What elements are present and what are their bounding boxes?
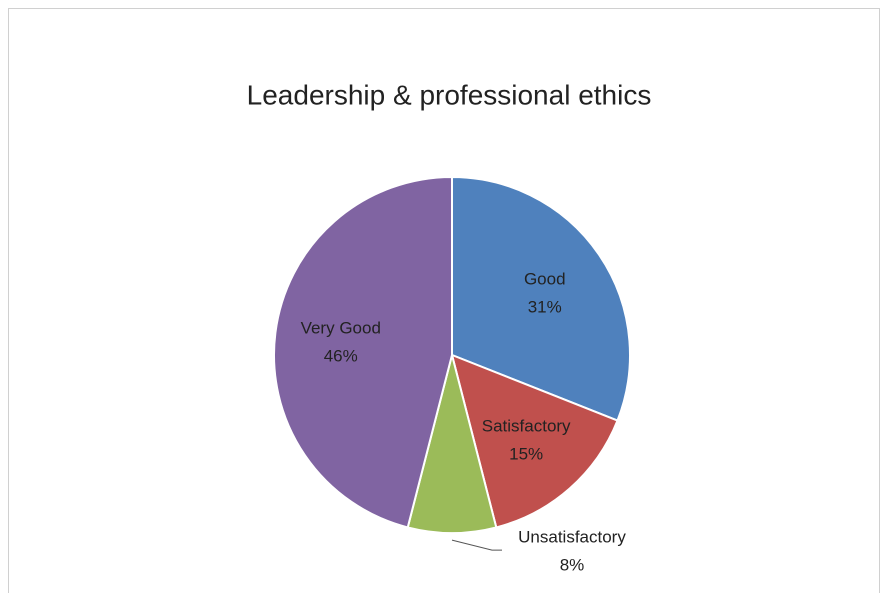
pie-slice	[406, 354, 498, 534]
slice-value-label: 8%	[560, 556, 585, 575]
chart-title: Leadership & professional ethics	[247, 79, 652, 110]
slice-value-label: 15%	[509, 445, 543, 464]
slice-label: Very Good	[301, 318, 381, 337]
slice-value-label: 31%	[528, 297, 562, 316]
slice-label: Good	[524, 269, 566, 288]
pie-slice	[450, 353, 619, 529]
pie-slice	[273, 175, 453, 529]
slice-label: Satisfactory	[482, 417, 571, 436]
slice-label: Unsatisfactory	[518, 528, 626, 547]
slice-value-label: 46%	[324, 346, 358, 365]
pie-slice	[451, 175, 631, 422]
leader-line	[451, 539, 502, 551]
